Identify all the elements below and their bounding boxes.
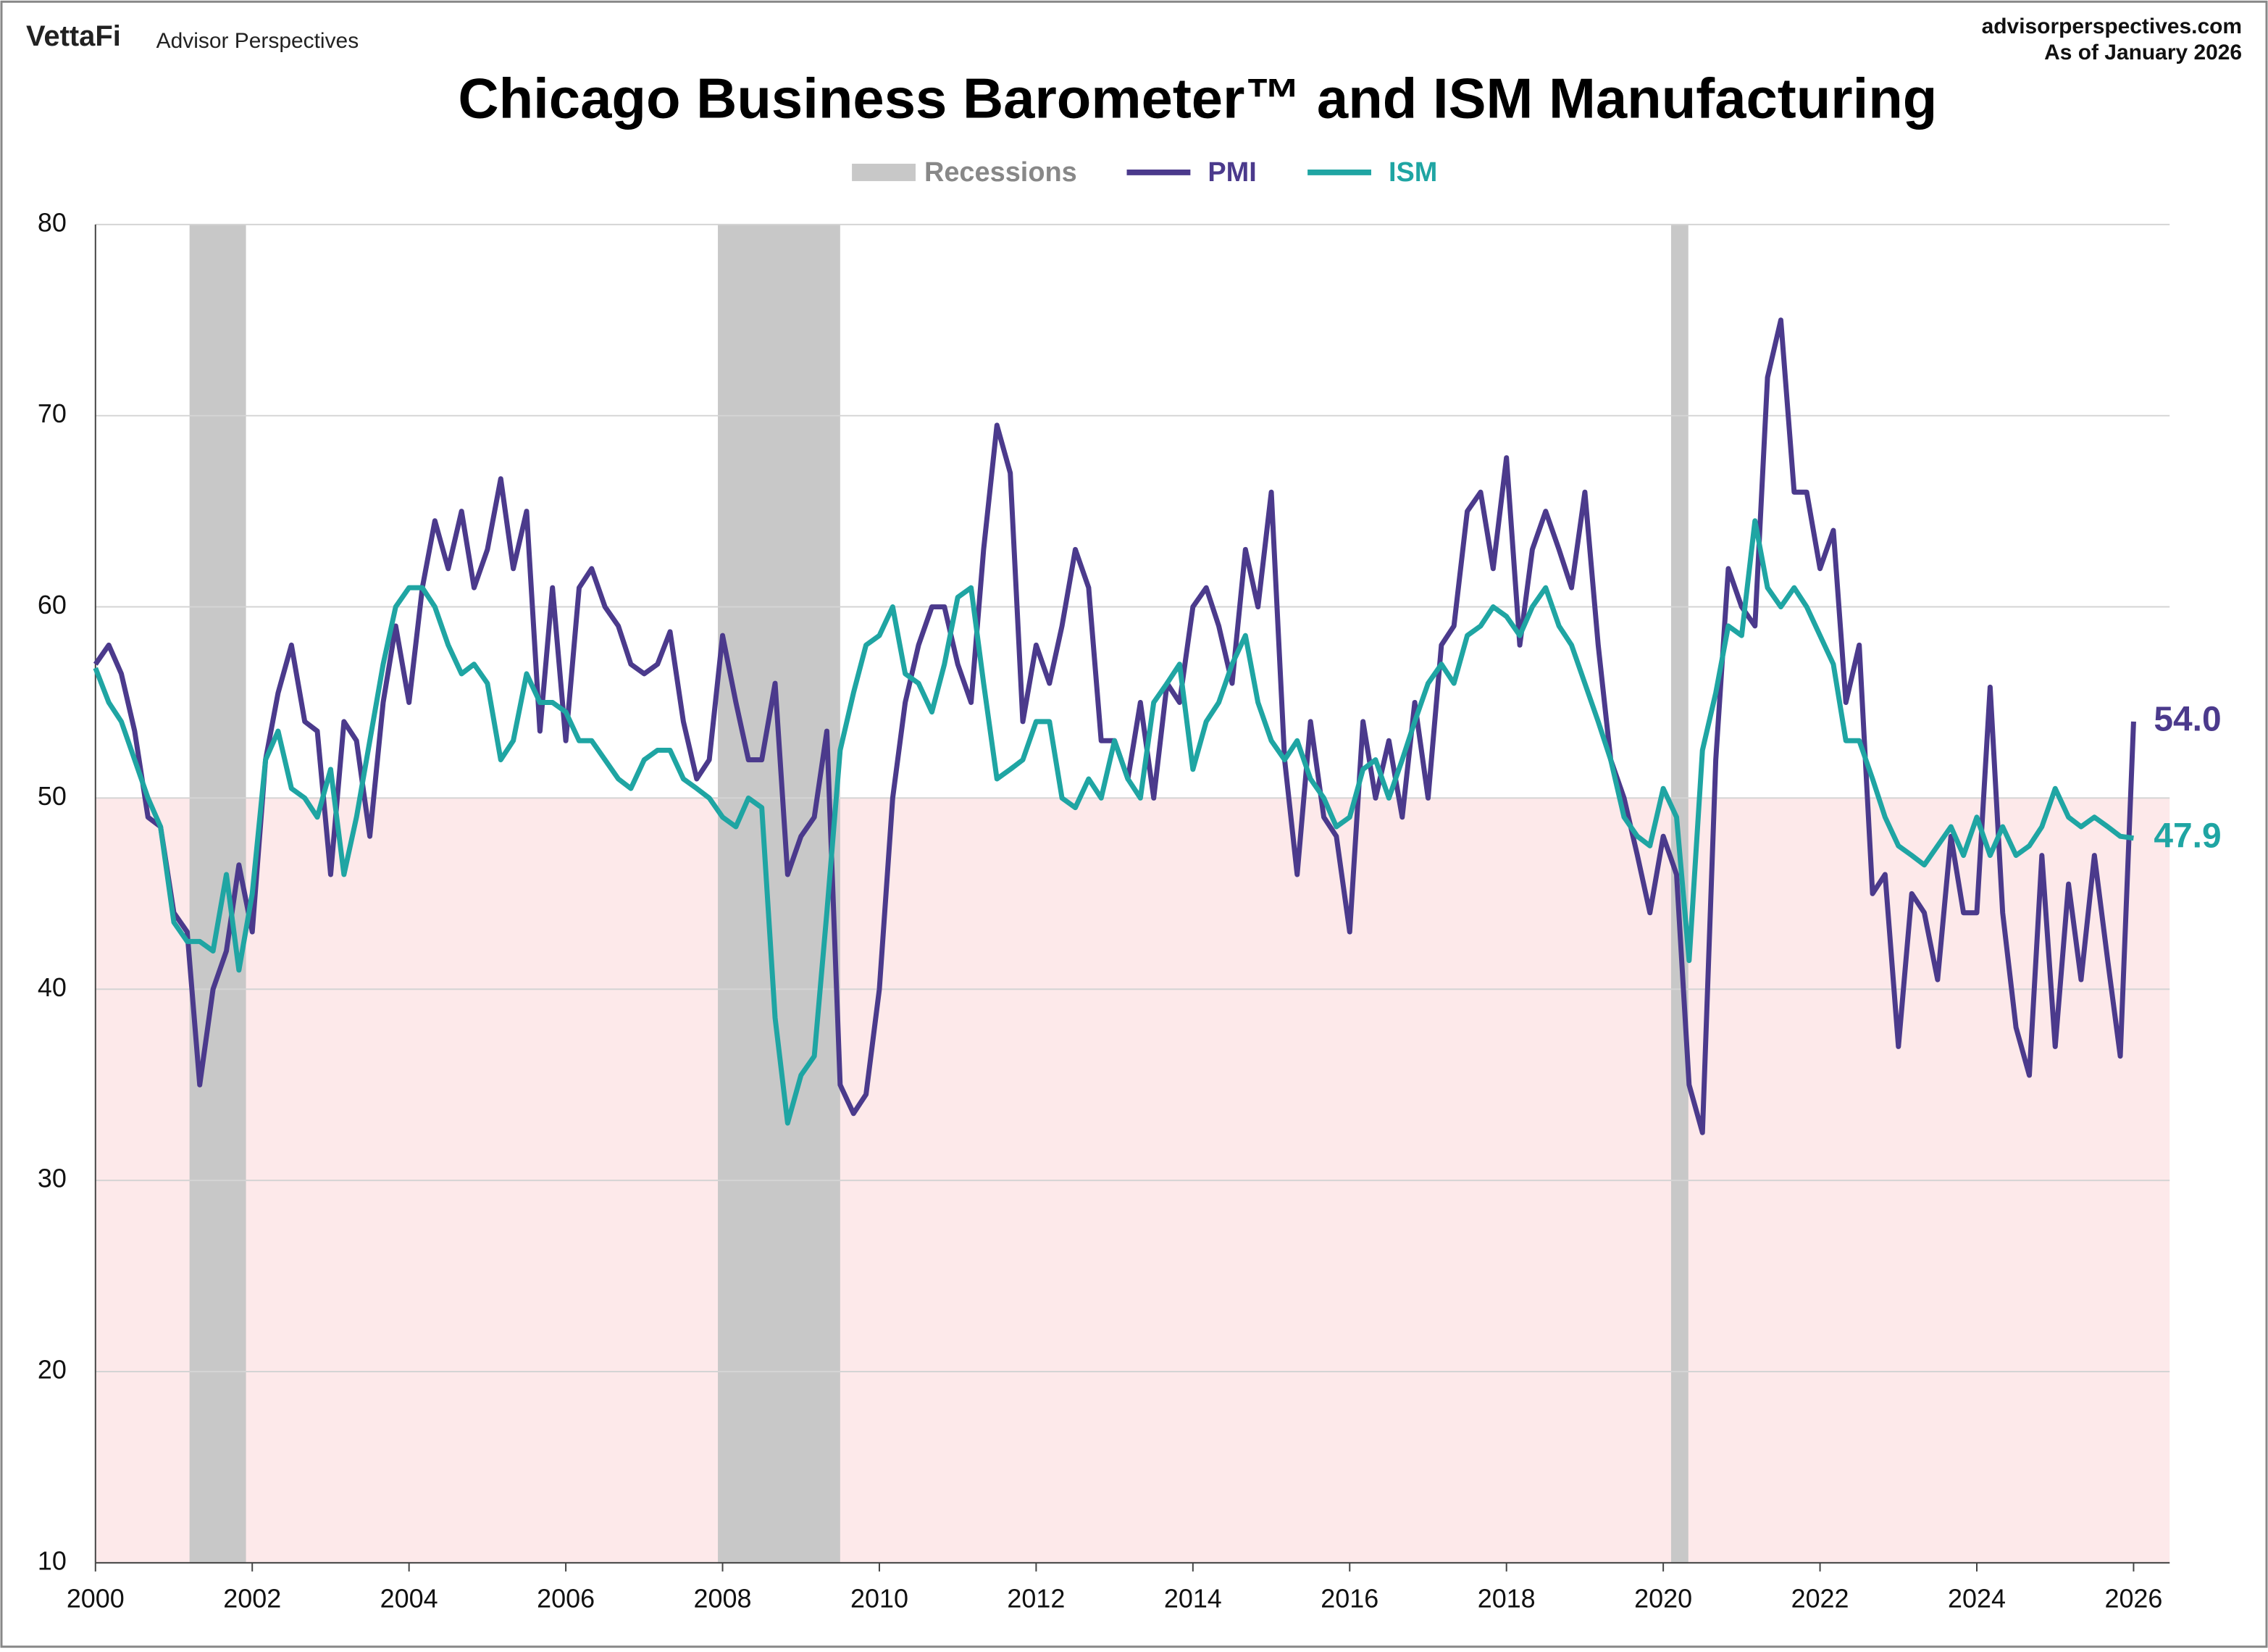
legend: Recessions PMI ISM	[852, 157, 1437, 188]
legend-label: PMI	[1208, 157, 1256, 188]
x-tick-label: 2012	[1007, 1583, 1065, 1613]
x-tick-label: 2018	[1478, 1583, 1536, 1613]
brand-sub: Advisor Perspectives	[156, 29, 359, 53]
y-tick-label: 10	[38, 1545, 67, 1575]
x-tick-label: 2014	[1164, 1583, 1222, 1613]
x-tick-label: 2002	[223, 1583, 281, 1613]
chart-title: Chicago Business Barometer™ and ISM Manu…	[458, 67, 1937, 130]
x-tick-label: 2026	[2104, 1583, 2162, 1613]
series-line	[93, 518, 2134, 1126]
site: advisorperspectives.com	[1982, 14, 2242, 38]
recession-band	[189, 224, 246, 1563]
recession-band	[718, 224, 840, 1563]
x-tick-label: 2016	[1321, 1583, 1378, 1613]
x-tick-label: 2024	[1948, 1583, 2006, 1613]
y-tick-label: 40	[38, 972, 67, 1002]
legend-swatch	[852, 163, 916, 181]
y-tick-label: 20	[38, 1355, 67, 1385]
end-label: 47.9	[2154, 817, 2221, 855]
x-tick-label: 2020	[1634, 1583, 1692, 1613]
legend-label: Recessions	[924, 157, 1077, 188]
plot-area: 10 20 30 40 50 60 70 80 2000 2002 2004 2006 2008 2010…	[38, 207, 2222, 1613]
legend-label: ISM	[1389, 157, 1437, 188]
y-tick-label: 80	[38, 207, 67, 237]
y-tick-label: 30	[38, 1164, 67, 1193]
end-label: 54.0	[2154, 701, 2221, 739]
x-tick-label: 2010	[850, 1583, 908, 1613]
brand: VettaFi	[26, 20, 121, 52]
as-of: As of January 2026	[2044, 41, 2242, 64]
x-tick-label: 2004	[380, 1583, 438, 1613]
x-tick-label: 2006	[537, 1583, 595, 1613]
x-tick-label: 2008	[694, 1583, 752, 1613]
y-tick-label: 50	[38, 781, 67, 811]
y-tick-label: 70	[38, 399, 67, 428]
x-tick-label: 2000	[67, 1583, 125, 1613]
y-tick-label: 60	[38, 590, 67, 620]
x-tick-label: 2022	[1791, 1583, 1849, 1613]
